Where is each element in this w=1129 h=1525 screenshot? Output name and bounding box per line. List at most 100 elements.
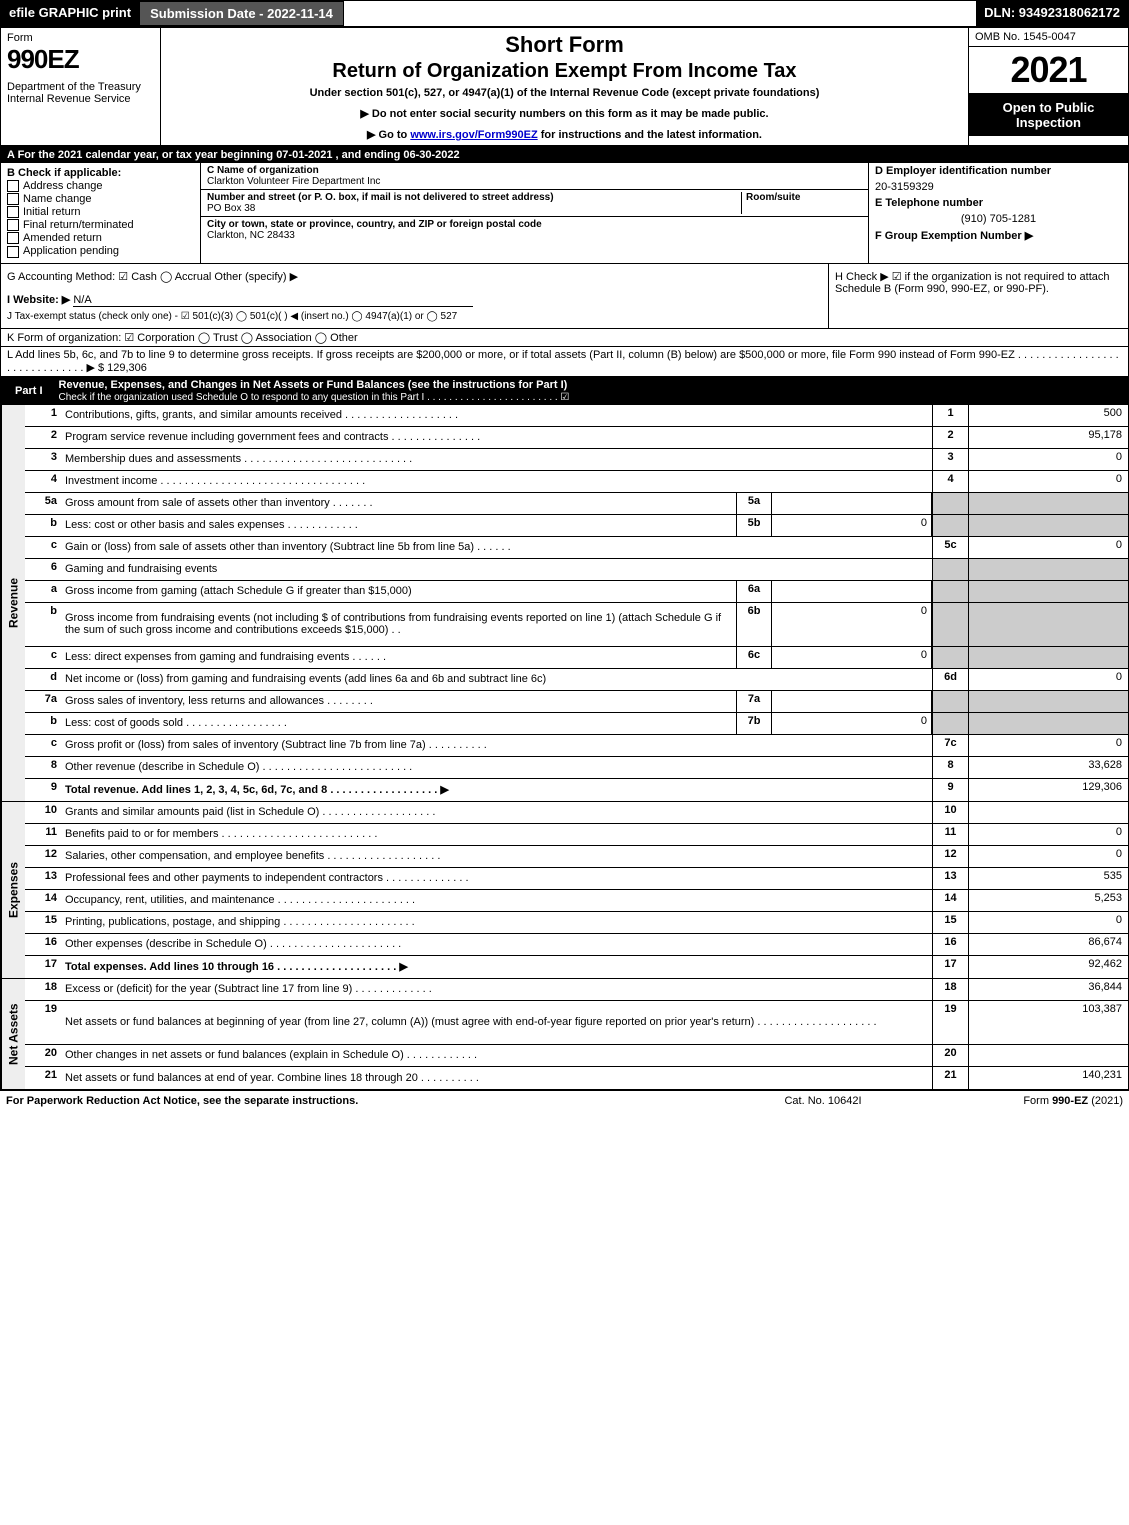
part1-heading: Revenue, Expenses, and Changes in Net As… — [59, 379, 568, 391]
checkbox-final-return-terminated[interactable]: Final return/terminated — [7, 219, 194, 231]
sub-line-value: 0 — [772, 603, 932, 646]
line-value: 0 — [968, 471, 1128, 492]
line-value: 0 — [968, 912, 1128, 933]
line-value — [968, 713, 1128, 734]
line-description: Net assets or fund balances at beginning… — [61, 1001, 932, 1044]
ein-value: 20-3159329 — [875, 181, 1122, 193]
line-number: 8 — [25, 757, 61, 778]
irs-link[interactable]: www.irs.gov/Form990EZ — [410, 129, 537, 141]
line-12: 12Salaries, other compensation, and empl… — [25, 846, 1128, 868]
sub-line-number: 7b — [736, 713, 772, 734]
line-value: 103,387 — [968, 1001, 1128, 1044]
sub-line-value — [772, 581, 932, 602]
line-16: 16Other expenses (describe in Schedule O… — [25, 934, 1128, 956]
checkbox-label: Final return/terminated — [23, 219, 134, 231]
checkbox-label: Name change — [23, 193, 92, 205]
line-number: 18 — [25, 979, 61, 1000]
checkbox-label: Initial return — [23, 206, 80, 218]
line-value — [968, 647, 1128, 668]
line-number: 3 — [25, 449, 61, 470]
subtitle-under: Under section 501(c), 527, or 4947(a)(1)… — [167, 87, 962, 99]
line-description: Investment income . . . . . . . . . . . … — [61, 471, 932, 492]
header-right: OMB No. 1545-0047 2021 Open to Public In… — [968, 28, 1128, 145]
sub-line-number: 6c — [736, 647, 772, 668]
page-footer: For Paperwork Reduction Act Notice, see … — [0, 1091, 1129, 1111]
checkbox-label: Application pending — [23, 245, 119, 257]
checkboxes-b: B Check if applicable: Address changeNam… — [1, 163, 201, 263]
checkbox-icon[interactable] — [7, 219, 19, 231]
checkbox-icon[interactable] — [7, 180, 19, 192]
checkbox-name-change[interactable]: Name change — [7, 193, 194, 205]
paperwork-notice: For Paperwork Reduction Act Notice, see … — [6, 1095, 723, 1107]
line-ref — [932, 691, 968, 712]
line-ref — [932, 515, 968, 536]
netassets-table: Net Assets 18Excess or (deficit) for the… — [1, 979, 1128, 1090]
form-version-pre: Form — [1023, 1095, 1052, 1107]
checkbox-icon[interactable] — [7, 246, 19, 258]
line-6: 6Gaming and fundraising events — [25, 559, 1128, 581]
line-value — [968, 603, 1128, 646]
line-number: 14 — [25, 890, 61, 911]
line-20: 20Other changes in net assets or fund ba… — [25, 1045, 1128, 1067]
k-form-org: K Form of organization: ☑ Corporation ◯ … — [1, 329, 1128, 347]
line-4: 4Investment income . . . . . . . . . . .… — [25, 471, 1128, 493]
checkbox-amended-return[interactable]: Amended return — [7, 232, 194, 244]
line-7b: bLess: cost of goods sold . . . . . . . … — [25, 713, 1128, 735]
line-ref — [932, 603, 968, 646]
line-ref: 19 — [932, 1001, 968, 1044]
sub-line-number: 6b — [736, 603, 772, 646]
line-ref: 8 — [932, 757, 968, 778]
note2-pre: ▶ Go to — [367, 129, 410, 141]
line-value: 0 — [968, 824, 1128, 845]
line-description: Gain or (loss) from sale of assets other… — [61, 537, 932, 558]
topbar: efile GRAPHIC print Submission Date - 20… — [1, 1, 1128, 28]
line-number: b — [25, 515, 61, 536]
line-11: 11Benefits paid to or for members . . . … — [25, 824, 1128, 846]
line-description: Program service revenue including govern… — [61, 427, 932, 448]
line-ref: 4 — [932, 471, 968, 492]
line-value: 0 — [968, 449, 1128, 470]
line-5b: bLess: cost or other basis and sales exp… — [25, 515, 1128, 537]
sub-line-value — [772, 493, 932, 514]
line-description: Other revenue (describe in Schedule O) .… — [61, 757, 932, 778]
addr-label: Number and street (or P. O. box, if mail… — [207, 192, 554, 203]
line-1: 1Contributions, gifts, grants, and simil… — [25, 405, 1128, 427]
note-link: ▶ Go to www.irs.gov/Form990EZ for instru… — [167, 128, 962, 141]
title-short-form: Short Form — [167, 32, 962, 58]
line-ref — [932, 559, 968, 580]
line-ref: 13 — [932, 868, 968, 889]
checkbox-icon[interactable] — [7, 206, 19, 218]
revenue-table: Revenue 1Contributions, gifts, grants, a… — [1, 405, 1128, 802]
checkbox-application-pending[interactable]: Application pending — [7, 245, 194, 257]
line-value: 0 — [968, 735, 1128, 756]
line-6c: cLess: direct expenses from gaming and f… — [25, 647, 1128, 669]
line-ref: 21 — [932, 1067, 968, 1089]
sub-line-number: 5b — [736, 515, 772, 536]
line-10: 10Grants and similar amounts paid (list … — [25, 802, 1128, 824]
open-to-public: Open to Public Inspection — [969, 94, 1128, 136]
line-value: 33,628 — [968, 757, 1128, 778]
line-ref: 2 — [932, 427, 968, 448]
checkbox-icon[interactable] — [7, 193, 19, 205]
sub-line-value — [772, 691, 932, 712]
checkbox-initial-return[interactable]: Initial return — [7, 206, 194, 218]
line-number: 5a — [25, 493, 61, 514]
addr-value: PO Box 38 — [207, 203, 255, 214]
dln-number: DLN: 93492318062172 — [976, 1, 1128, 26]
line-number: 1 — [25, 405, 61, 426]
line-ref: 7c — [932, 735, 968, 756]
line-number: 21 — [25, 1067, 61, 1089]
line-ref — [932, 647, 968, 668]
efile-print-button[interactable]: efile GRAPHIC print — [1, 1, 139, 26]
form-version: Form 990-EZ (2021) — [923, 1095, 1123, 1107]
line-value: 92,462 — [968, 956, 1128, 978]
checkbox-address-change[interactable]: Address change — [7, 180, 194, 192]
line-description: Occupancy, rent, utilities, and maintena… — [61, 890, 932, 911]
i-website-label: I Website: ▶ — [7, 294, 70, 306]
line-ref: 17 — [932, 956, 968, 978]
line-description: Printing, publications, postage, and shi… — [61, 912, 932, 933]
line-number: 12 — [25, 846, 61, 867]
line-description: Total revenue. Add lines 1, 2, 3, 4, 5c,… — [61, 779, 932, 801]
line-description: Gaming and fundraising events — [61, 559, 932, 580]
checkbox-icon[interactable] — [7, 232, 19, 244]
